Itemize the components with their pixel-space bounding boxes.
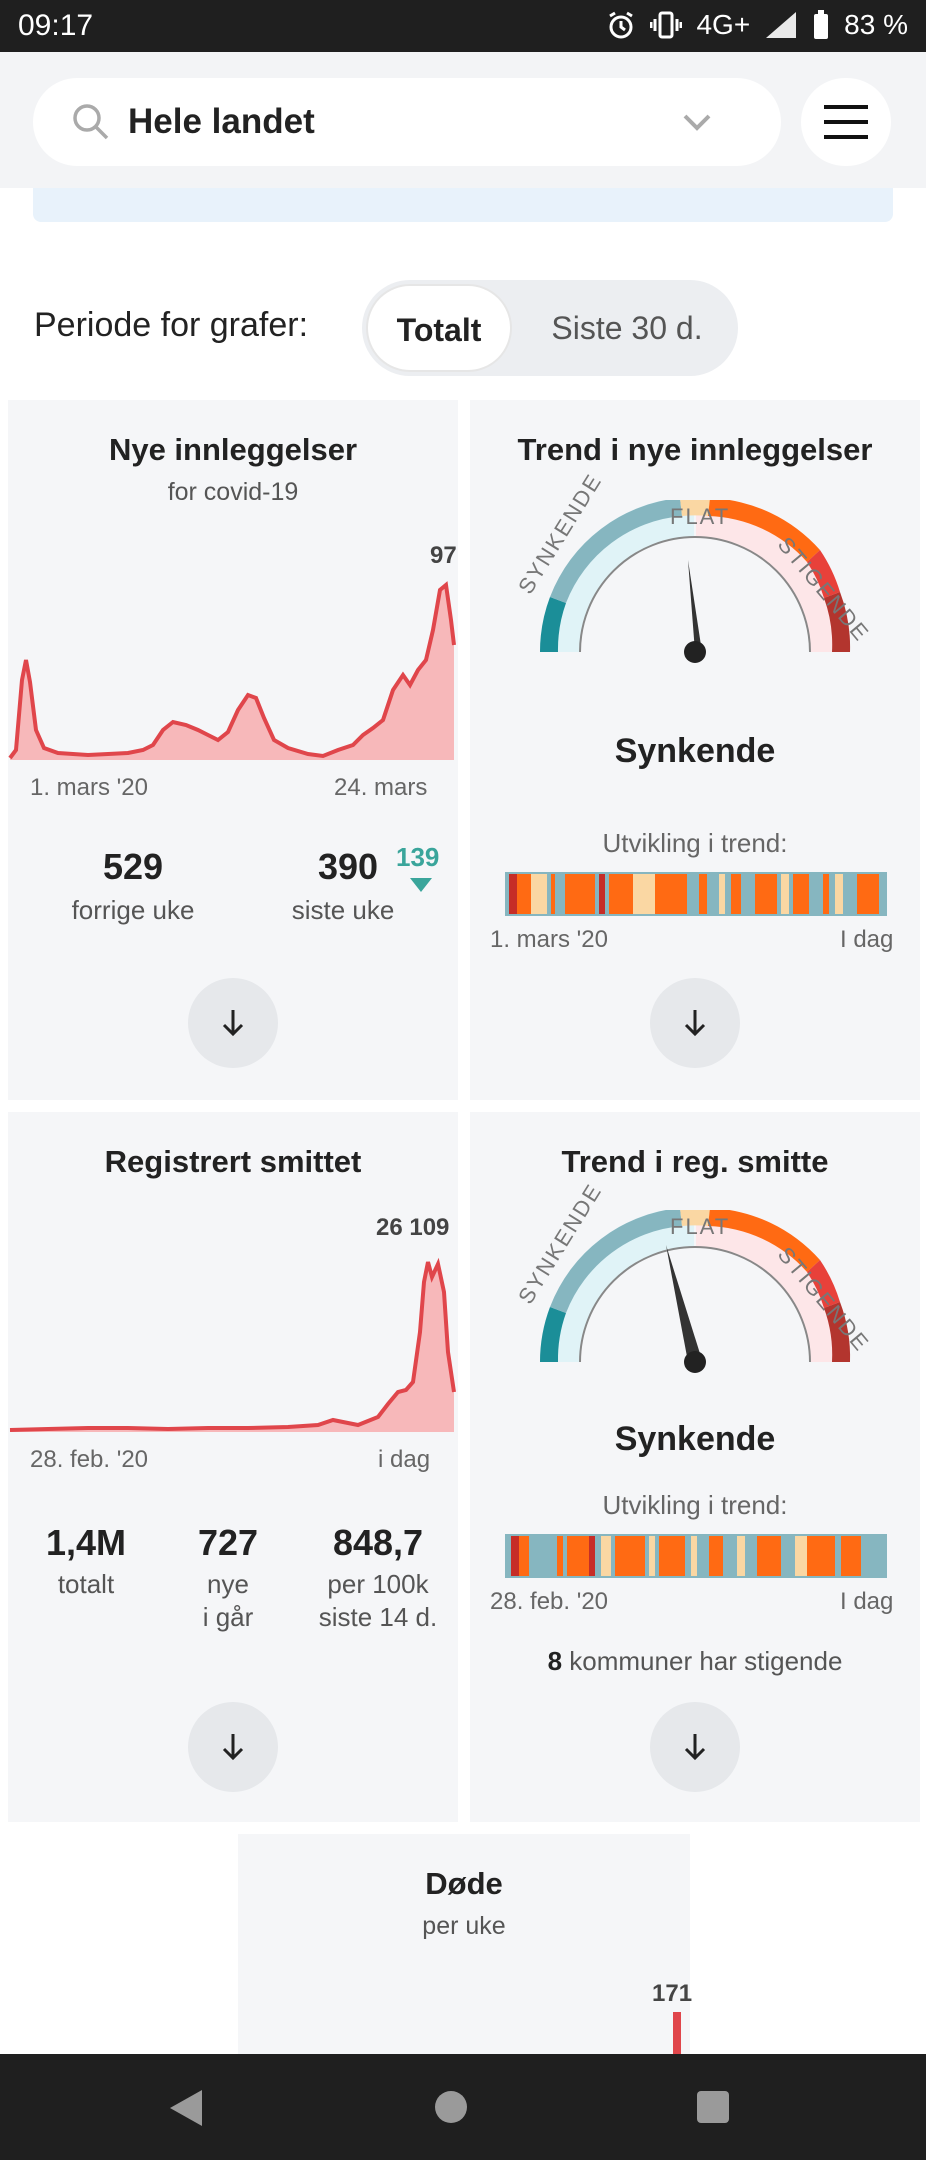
- arrow-down-icon: [222, 1734, 244, 1761]
- municipalities-text: kommuner har stigende: [569, 1646, 843, 1676]
- menu-button[interactable]: [801, 78, 891, 166]
- cases-expand-button[interactable]: [188, 1702, 278, 1792]
- status-bar: 09:17 4G+ 83 %: [0, 0, 926, 52]
- admissions-trend-expand-button[interactable]: [650, 978, 740, 1068]
- cases-trend-gauge: [539, 1210, 851, 1373]
- cases-stat-per100k-value: 848,7: [332, 1522, 424, 1563]
- admissions-x-start: 1. mars '20: [30, 774, 148, 801]
- network-type: 4G+: [696, 9, 751, 40]
- deaths-card: Døde per uke 171: [238, 1834, 693, 2054]
- cases-stat-new-label1: nye: [207, 1569, 249, 1599]
- admissions-trend-status: Synkende: [614, 732, 776, 770]
- admissions-trend-x-start: 1. mars '20: [490, 926, 608, 953]
- chevron-down-icon: [683, 114, 711, 131]
- municipalities-count: 8: [547, 1646, 563, 1676]
- admissions-trend-strip: [505, 872, 887, 916]
- search-icon: [73, 104, 109, 140]
- cases-trend-x-start: 28. feb. '20: [490, 1588, 609, 1615]
- municipalities-rising[interactable]: 8 kommuner har stigende: [470, 1646, 920, 1677]
- admissions-chart: [8, 581, 456, 760]
- cases-peak-label: 26 109: [376, 1214, 450, 1241]
- region-select[interactable]: Hele landet: [33, 78, 781, 166]
- vibrate-icon: [650, 11, 683, 39]
- admissions-expand-button[interactable]: [188, 978, 278, 1068]
- recents-icon[interactable]: [696, 2090, 730, 2124]
- cases-chart: [9, 1257, 456, 1432]
- admissions-peak-label: 97: [430, 542, 457, 569]
- deaths-title: Døde: [425, 1866, 503, 1901]
- period-toggle: Totalt Siste 30 d.: [362, 280, 738, 376]
- nav-bar: [0, 2054, 926, 2160]
- cases-stat-per100k-label2: siste 14 d.: [318, 1602, 438, 1632]
- admissions-trend-title: Trend i nye innleggelser: [517, 432, 873, 467]
- admissions-change: 139: [396, 842, 440, 872]
- cases-trend-strip: [505, 1534, 887, 1578]
- arrow-down-icon: [684, 1734, 706, 1761]
- deaths-subtitle: per uke: [422, 1912, 506, 1940]
- status-time: 09:17: [18, 9, 94, 42]
- admissions-title: Nye innleggelser: [108, 432, 358, 467]
- battery-level: 83 %: [844, 9, 908, 40]
- region-label: Hele landet: [128, 102, 315, 141]
- deaths-chart: [673, 2012, 681, 2054]
- cases-stat-new-value: 727: [197, 1522, 259, 1563]
- cases-stat-total-value: 1,4M: [45, 1522, 127, 1563]
- cases-stat-new-label2: i går: [202, 1602, 254, 1632]
- admissions-card: Nye innleggelser for covid-19 97 1. mars…: [8, 400, 458, 1100]
- arrow-down-icon: [410, 878, 432, 892]
- info-banner: [33, 188, 893, 222]
- admissions-prev-label: forrige uke: [71, 895, 195, 925]
- cases-x-end: i dag: [378, 1446, 431, 1473]
- period-option-30d[interactable]: Siste 30 d.: [551, 310, 703, 346]
- admissions-trend-dev-label: Utvikling i trend:: [602, 828, 788, 858]
- home-icon[interactable]: [434, 2090, 468, 2124]
- admissions-prev-value: 529: [102, 846, 164, 887]
- status-icons: 4G+ 83 %: [606, 9, 908, 41]
- cases-card: Registrert smittet 26 109 28. feb. '20 i…: [8, 1112, 458, 1822]
- battery-icon: [814, 10, 829, 39]
- cases-x-start: 28. feb. '20: [30, 1446, 149, 1473]
- deaths-peak-label: 171: [652, 1980, 693, 2007]
- cases-trend-x-end: I dag: [840, 1588, 894, 1615]
- admissions-subtitle: for covid-19: [167, 478, 299, 506]
- gauge-label-flat: FLAT: [670, 504, 731, 529]
- hamburger-icon: [824, 105, 868, 139]
- gauge-label-flat: FLAT: [670, 1214, 731, 1239]
- alarm-icon: [609, 11, 634, 39]
- cases-trend-expand-button[interactable]: [650, 1702, 740, 1792]
- period-label: Periode for grafer:: [34, 306, 309, 344]
- arrow-down-icon: [684, 1010, 706, 1037]
- admissions-trend-gauge: [539, 500, 851, 663]
- period-option-total[interactable]: Totalt: [366, 284, 512, 372]
- signal-icon: [766, 12, 797, 38]
- back-icon[interactable]: [166, 2088, 204, 2128]
- admissions-last-value: 390: [317, 846, 379, 887]
- cases-stat-total-label: totalt: [57, 1569, 115, 1599]
- admissions-last-label: siste uke: [291, 895, 395, 925]
- cases-stat-per100k-label1: per 100k: [327, 1569, 429, 1599]
- admissions-x-end: 24. mars: [334, 774, 428, 801]
- cases-trend-dev-label: Utvikling i trend:: [602, 1490, 788, 1520]
- admissions-trend-card: Trend i nye innleggelser SYNKENDE FLAT S…: [470, 400, 920, 1100]
- arrow-down-icon: [222, 1010, 244, 1037]
- admissions-trend-x-end: I dag: [840, 926, 894, 953]
- cases-title: Registrert smittet: [104, 1144, 362, 1179]
- cases-trend-title: Trend i reg. smitte: [561, 1144, 829, 1179]
- cases-trend-card: Trend i reg. smitte SYNKENDE FLAT STIGEN…: [470, 1112, 920, 1822]
- cases-trend-status: Synkende: [614, 1420, 776, 1458]
